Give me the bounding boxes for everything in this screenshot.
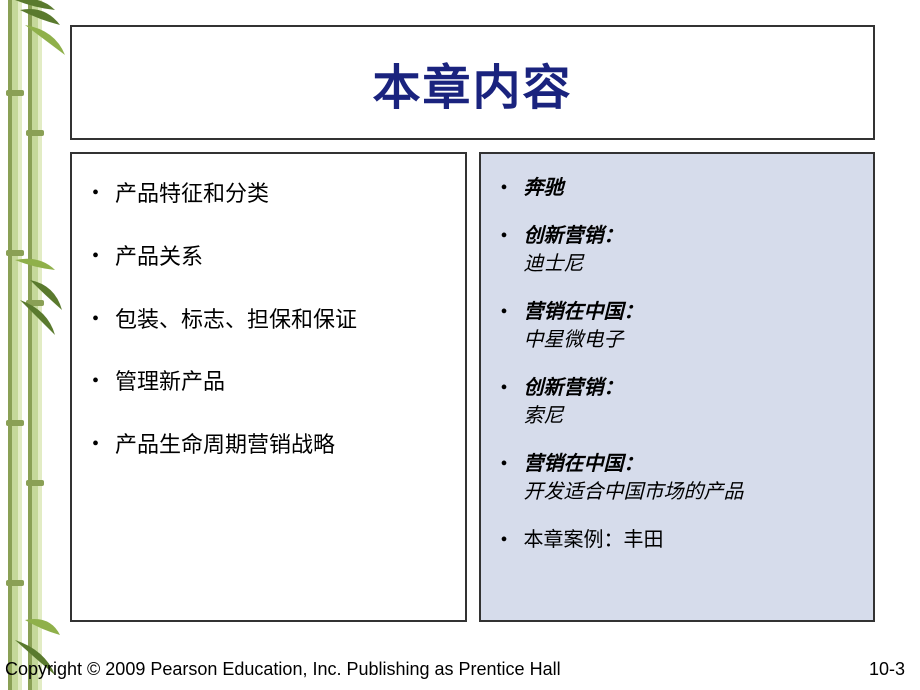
footer: Copyright © 2009 Pearson Education, Inc.…	[5, 659, 905, 680]
columns: • 产品特征和分类 • 产品关系 • 包装、标志、担保和保证 • 管理新产品 •…	[70, 152, 875, 622]
right-column: • 奔驰 • 创新营销： 迪士尼 • 营销在中国： 中星微电子	[479, 152, 876, 622]
bullet-icon: •	[501, 374, 508, 402]
bamboo-decoration	[0, 0, 70, 690]
item-line2: 索尼	[524, 402, 624, 430]
page-title: 本章内容	[372, 48, 572, 118]
bullet-icon: •	[501, 222, 508, 250]
item-line2: 迪士尼	[524, 250, 624, 278]
item-line1: 营销在中国：	[524, 450, 744, 478]
page-number: 10-3	[869, 659, 905, 680]
bullet-icon: •	[92, 367, 99, 395]
bullet-icon: •	[501, 526, 508, 554]
item-text: 创新营销： 索尼	[524, 374, 624, 430]
item-text: 奔驰	[524, 174, 564, 202]
list-item: • 管理新产品	[92, 367, 445, 398]
copyright-text: Copyright © 2009 Pearson Education, Inc.…	[5, 659, 561, 680]
list-item: • 包装、标志、担保和保证	[92, 305, 445, 336]
item-text: 产品生命周期营销战略	[115, 430, 335, 461]
item-line1: 奔驰	[524, 174, 564, 202]
item-line1: 营销在中国：	[524, 298, 644, 326]
item-text: 包装、标志、担保和保证	[115, 305, 357, 336]
list-item: • 创新营销： 迪士尼	[501, 222, 854, 278]
item-text: 本章案例：丰田	[524, 526, 664, 554]
item-text: 营销在中国： 中星微电子	[524, 298, 644, 354]
item-text: 创新营销： 迪士尼	[524, 222, 624, 278]
bullet-icon: •	[501, 298, 508, 326]
item-text: 产品关系	[115, 242, 203, 273]
content-area: 本章内容 • 产品特征和分类 • 产品关系 • 包装、标志、担保和保证 • 管理…	[70, 25, 875, 622]
item-line1: 创新营销：	[524, 374, 624, 402]
bullet-icon: •	[92, 430, 99, 458]
list-item: • 本章案例：丰田	[501, 526, 854, 554]
list-item: • 产品特征和分类	[92, 179, 445, 210]
list-item: • 营销在中国： 中星微电子	[501, 298, 854, 354]
bullet-icon: •	[92, 305, 99, 333]
bullet-icon: •	[92, 179, 99, 207]
list-item: • 创新营销： 索尼	[501, 374, 854, 430]
list-item: • 产品关系	[92, 242, 445, 273]
item-text: 管理新产品	[115, 367, 225, 398]
title-box: 本章内容	[70, 25, 875, 140]
item-text: 营销在中国： 开发适合中国市场的产品	[524, 450, 744, 506]
list-item: • 奔驰	[501, 174, 854, 202]
item-line1: 本章案例：丰田	[524, 526, 664, 554]
list-item: • 产品生命周期营销战略	[92, 430, 445, 461]
item-text: 产品特征和分类	[115, 179, 269, 210]
item-line2: 中星微电子	[524, 326, 644, 354]
left-column: • 产品特征和分类 • 产品关系 • 包装、标志、担保和保证 • 管理新产品 •…	[70, 152, 467, 622]
bullet-icon: •	[501, 450, 508, 478]
list-item: • 营销在中国： 开发适合中国市场的产品	[501, 450, 854, 506]
bullet-icon: •	[501, 174, 508, 202]
item-line1: 创新营销：	[524, 222, 624, 250]
bullet-icon: •	[92, 242, 99, 270]
item-line2: 开发适合中国市场的产品	[524, 478, 744, 506]
